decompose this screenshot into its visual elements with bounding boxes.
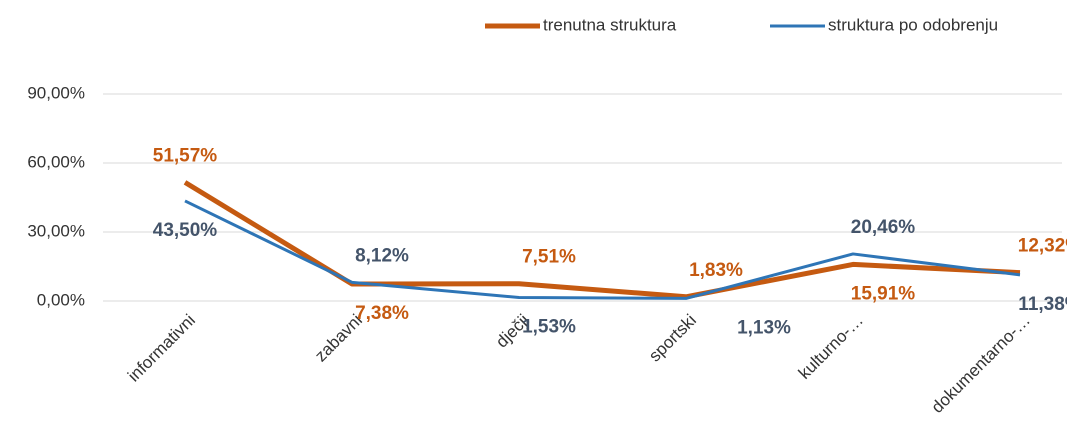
y-tick-label: 90,00% [27,83,85,102]
y-tick-label: 60,00% [27,152,85,171]
value-label: 11,38% [1018,294,1067,315]
value-label: 8,12% [355,245,409,266]
line-series [183,180,1021,300]
y-tick-label: 30,00% [27,221,85,240]
value-label: 7,38% [355,303,409,324]
value-label: 1,13% [737,317,791,338]
x-tick-label: informativni [124,311,199,386]
legend-label: struktura po odobrenju [828,15,998,34]
value-label: 20,46% [851,217,916,238]
x-tick-label: sportski [645,311,700,366]
value-label: 15,91% [851,283,916,304]
x-tick-label: kulturno-… [795,311,867,383]
value-label: 12,32% [1018,236,1067,257]
value-label: 1,53% [522,316,576,337]
value-label: 1,83% [689,260,743,281]
value-label: 43,50% [153,220,218,241]
x-tick-label: dokumentarno-… [928,311,1034,417]
y-tick-label: 0,00% [37,290,85,309]
value-label: 51,57% [153,145,218,166]
legend-label: trenutna struktura [543,15,677,34]
line-series [184,199,1021,300]
value-label: 7,51% [522,247,576,268]
